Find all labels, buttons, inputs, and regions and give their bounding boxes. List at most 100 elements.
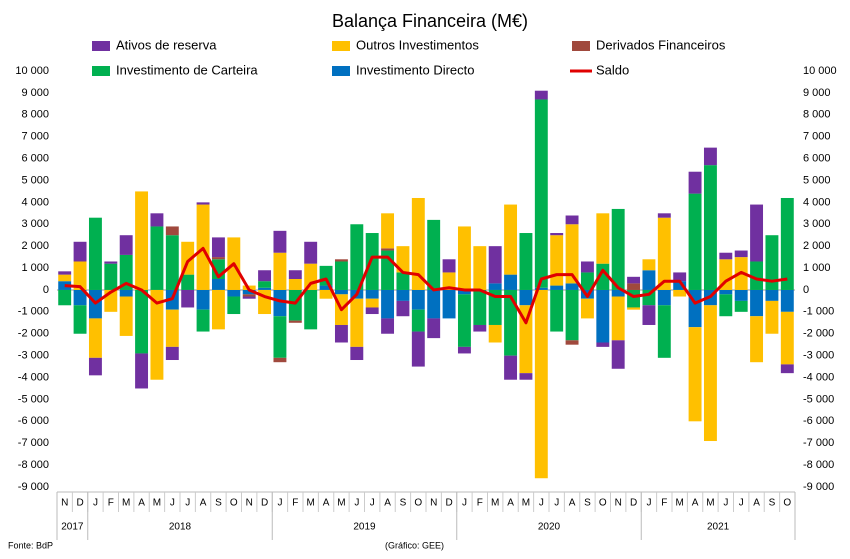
- bar: [350, 224, 364, 290]
- y-tick-label: -5 000: [18, 393, 49, 405]
- legend-label: Ativos de reserva: [116, 37, 217, 52]
- x-tick-label: D: [630, 498, 637, 509]
- saldo-line: [64, 246, 788, 325]
- source: Fonte: BdP: [8, 540, 53, 550]
- bar: [273, 316, 287, 358]
- x-tick-label: F: [292, 498, 298, 509]
- x-tick-label: A: [323, 498, 330, 509]
- bar: [642, 270, 656, 290]
- x-tick-label: S: [400, 498, 407, 509]
- y-tick-label: 9 000: [21, 87, 49, 99]
- bar: [381, 213, 395, 249]
- x-tick-label: N: [430, 498, 437, 509]
- bar: [288, 289, 302, 321]
- bar: [211, 237, 225, 258]
- bar: [304, 241, 318, 264]
- x-tick-label: M: [307, 498, 315, 509]
- legend-swatch: [332, 41, 350, 51]
- legend-label: Saldo: [596, 62, 629, 77]
- bar: [550, 233, 564, 236]
- bar: [627, 307, 641, 310]
- y-tick-label: 4 000: [21, 196, 49, 208]
- x-tick-label: M: [337, 498, 345, 509]
- bar: [534, 99, 548, 288]
- y-tick-label: 7 000: [21, 131, 49, 143]
- y-tick-label: -6 000: [18, 415, 49, 427]
- bar: [165, 346, 179, 361]
- bar: [304, 289, 318, 330]
- x-tick-label: M: [122, 498, 130, 509]
- y-tick-label: -7 000: [18, 437, 49, 449]
- y2-tick-label: -9 000: [803, 481, 834, 493]
- y2-tick-label: 0: [803, 284, 809, 296]
- bar: [734, 289, 748, 301]
- bar: [58, 289, 72, 306]
- bar: [334, 259, 348, 262]
- y2-tick-label: -4 000: [803, 371, 834, 383]
- y2-tick-label: -8 000: [803, 459, 834, 471]
- bar: [627, 276, 641, 284]
- x-tick-label: A: [569, 498, 576, 509]
- credit: (Gráfico: GEE): [385, 540, 444, 550]
- bar: [73, 261, 87, 290]
- y-tick-label: -4 000: [18, 371, 49, 383]
- bar: [334, 261, 348, 290]
- bar: [473, 246, 487, 290]
- bar: [119, 296, 133, 336]
- bar: [150, 289, 164, 380]
- bar: [135, 191, 149, 290]
- bar: [688, 193, 702, 290]
- bar: [565, 215, 579, 225]
- bar: [504, 355, 518, 380]
- bar: [227, 296, 241, 315]
- bar: [565, 224, 579, 284]
- bar: [396, 300, 410, 317]
- bar: [657, 213, 671, 218]
- bar: [657, 305, 671, 358]
- bar: [504, 204, 518, 275]
- bar: [580, 261, 594, 273]
- bar: [734, 300, 748, 312]
- bar: [442, 259, 456, 273]
- bar: [411, 309, 425, 332]
- bar: [488, 324, 502, 343]
- x-tick-label: O: [230, 498, 238, 509]
- bar: [504, 274, 518, 290]
- year-label: 2019: [353, 522, 376, 533]
- bar: [565, 289, 579, 341]
- x-tick-label: N: [615, 498, 622, 509]
- bar: [181, 274, 195, 290]
- bar: [550, 289, 564, 332]
- bar: [611, 340, 625, 369]
- bar: [150, 226, 164, 290]
- x-tick-label: J: [554, 498, 559, 509]
- bar: [457, 294, 471, 347]
- x-tick-label: F: [477, 498, 483, 509]
- bar: [273, 357, 287, 363]
- y-tick-label: 1 000: [21, 262, 49, 274]
- bar: [381, 248, 395, 251]
- bar: [442, 272, 456, 290]
- bar: [750, 204, 764, 262]
- bar: [442, 289, 456, 319]
- bar: [119, 235, 133, 255]
- x-tick-label: J: [170, 498, 175, 509]
- bar: [780, 311, 794, 365]
- bar: [534, 289, 548, 479]
- x-tick-label: J: [354, 498, 359, 509]
- bar: [304, 263, 318, 290]
- bar: [104, 261, 118, 264]
- y-tick-label: 10 000: [15, 65, 49, 77]
- bar: [211, 257, 225, 260]
- bar: [457, 289, 471, 295]
- bar: [427, 219, 441, 290]
- bar: [780, 364, 794, 374]
- bar: [519, 289, 533, 306]
- bar: [596, 289, 610, 343]
- bar: [519, 373, 533, 380]
- bar: [58, 271, 72, 275]
- bar: [196, 289, 210, 310]
- bar: [381, 289, 395, 319]
- bar: [642, 305, 656, 325]
- bar: [242, 294, 256, 297]
